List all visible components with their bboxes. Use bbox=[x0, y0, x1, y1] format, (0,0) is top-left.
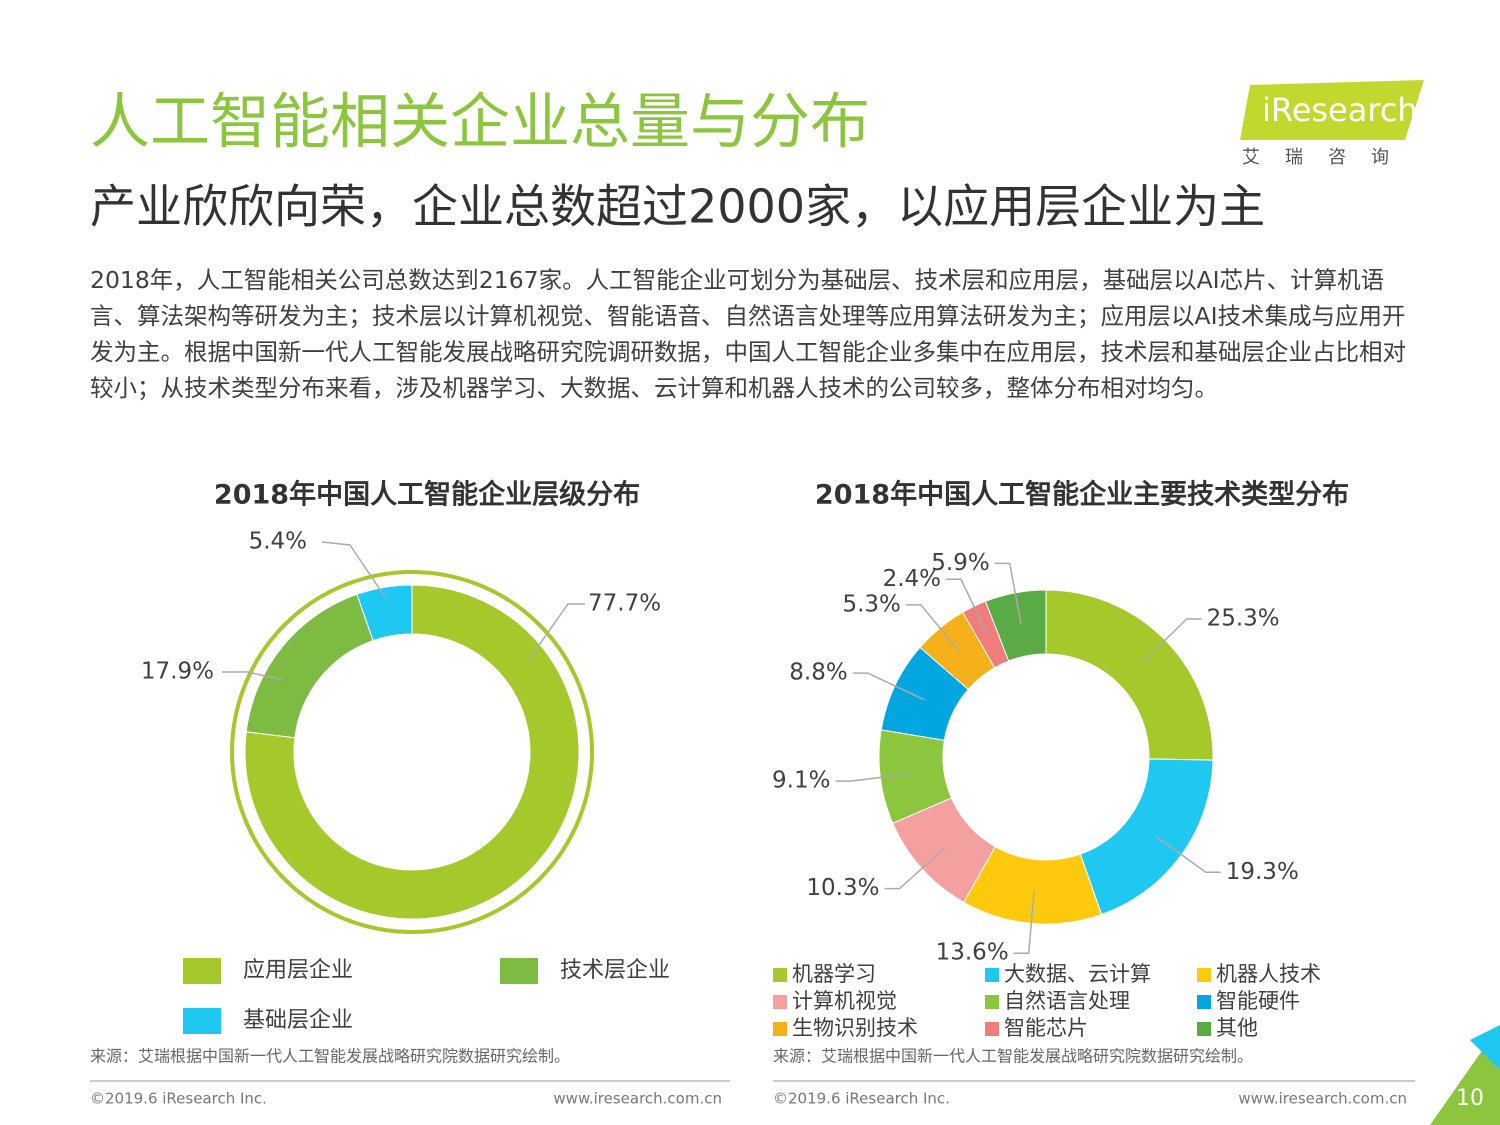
legend-label: 自然语言处理 bbox=[1004, 989, 1130, 1013]
footer-copyright: ©2019.6 iResearch Inc. bbox=[90, 1090, 267, 1108]
data-label: 17.9% bbox=[141, 659, 214, 685]
data-label: 9.1% bbox=[772, 768, 830, 794]
legend-label: 智能硬件 bbox=[1216, 989, 1300, 1013]
footer-url: www.iresearch.com.cn bbox=[553, 1090, 722, 1108]
legend-swatch bbox=[183, 1008, 221, 1034]
legend-swatch bbox=[985, 1022, 999, 1036]
leader-line bbox=[1013, 891, 1035, 954]
data-label: 5.3% bbox=[842, 591, 900, 617]
chart-title: 2018年中国人工智能企业层级分布 bbox=[214, 479, 640, 511]
legend-swatch bbox=[773, 968, 787, 982]
leader-line bbox=[222, 671, 284, 681]
logo-tagline: 艾瑞咨询 bbox=[1242, 147, 1414, 168]
footer-copyright: ©2019.6 iResearch Inc. bbox=[773, 1090, 950, 1108]
data-label: 10.3% bbox=[806, 875, 879, 901]
leader-line bbox=[905, 604, 961, 654]
legend-label: 机器人技术 bbox=[1216, 962, 1321, 986]
donut-slice bbox=[244, 584, 580, 920]
leader-line bbox=[1155, 835, 1221, 874]
logo-brand: iResearch bbox=[1262, 91, 1418, 129]
donut-slice bbox=[356, 584, 413, 642]
data-label: 77.7% bbox=[588, 591, 661, 617]
donut-outer-ring bbox=[230, 570, 594, 934]
legend-label: 技术层企业 bbox=[560, 958, 670, 983]
page-number: 10 bbox=[1456, 1086, 1484, 1111]
leader-line bbox=[946, 578, 989, 636]
data-label: 2.4% bbox=[883, 566, 941, 592]
legend-label: 其他 bbox=[1216, 1016, 1258, 1040]
legend-label: 大数据、云计算 bbox=[1004, 962, 1151, 986]
chart-source: 来源：艾瑞根据中国新一代人工智能发展战略研究院数据研究绘制。 bbox=[773, 1047, 1253, 1066]
body-text: 2018年，人工智能相关公司总数达到2167家。人工智能企业可划分为基础层、技术… bbox=[90, 266, 1406, 402]
legend-label: 应用层企业 bbox=[243, 958, 353, 983]
slide-subtitle: 产业欣欣向荣，企业总数超过2000家，以应用层企业为主 bbox=[90, 180, 1265, 234]
legend-label: 计算机视觉 bbox=[792, 989, 897, 1013]
footer-url: www.iresearch.com.cn bbox=[1238, 1090, 1407, 1108]
legend-swatch bbox=[1197, 1022, 1211, 1036]
legend-swatch bbox=[985, 968, 999, 982]
legend-label: 智能芯片 bbox=[1004, 1016, 1088, 1040]
data-label: 19.3% bbox=[1226, 859, 1299, 885]
leader-line bbox=[884, 846, 947, 890]
legend-swatch bbox=[1197, 968, 1211, 982]
legend-label: 机器学习 bbox=[792, 962, 876, 986]
donut-slice bbox=[1045, 589, 1214, 761]
chart-source: 来源：艾瑞根据中国新一代人工智能发展战略研究院数据研究绘制。 bbox=[90, 1047, 570, 1066]
data-label: 13.6% bbox=[936, 940, 1009, 966]
legend-swatch bbox=[773, 995, 787, 1009]
data-label: 8.8% bbox=[789, 660, 847, 686]
leader-line bbox=[994, 562, 1022, 625]
donut-slice bbox=[245, 593, 374, 739]
legend-label: 生物识别技术 bbox=[792, 1016, 918, 1040]
leader-line bbox=[835, 772, 913, 782]
legend-swatch bbox=[500, 958, 538, 984]
legend-swatch bbox=[985, 995, 999, 1009]
leader-line bbox=[1141, 618, 1202, 663]
logo-badge bbox=[1240, 80, 1424, 140]
donut-slice bbox=[1079, 758, 1214, 916]
data-label: 5.4% bbox=[249, 529, 307, 555]
legend-swatch bbox=[183, 958, 221, 984]
legend-label: 基础层企业 bbox=[243, 1008, 353, 1033]
donut-slice bbox=[984, 589, 1047, 662]
leader-line bbox=[321, 541, 386, 598]
legend-swatch bbox=[773, 1022, 787, 1036]
leader-line bbox=[852, 672, 925, 701]
corner-decoration bbox=[1470, 1025, 1500, 1070]
chart-title: 2018年中国人工智能企业主要技术类型分布 bbox=[815, 479, 1349, 511]
leader-line bbox=[529, 603, 585, 659]
legend-swatch bbox=[1197, 995, 1211, 1009]
slide-title: 人工智能相关企业总量与分布 bbox=[90, 88, 870, 158]
data-label: 25.3% bbox=[1207, 606, 1280, 632]
data-label: 5.9% bbox=[931, 550, 989, 576]
